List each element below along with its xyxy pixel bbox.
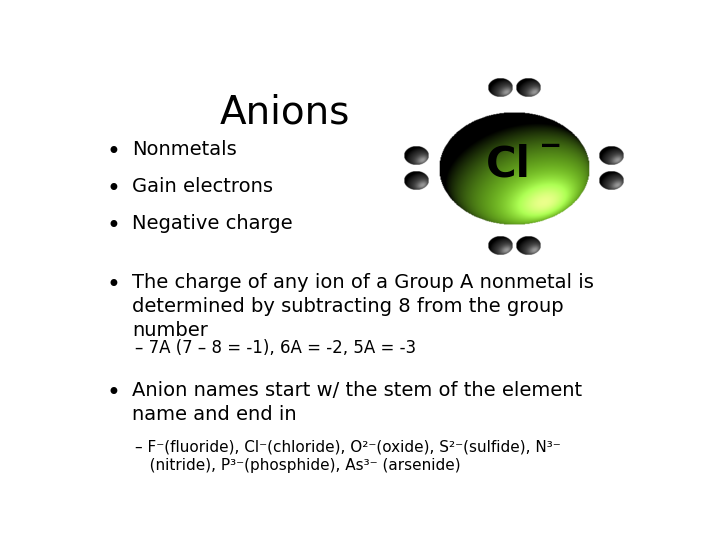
- Text: •: •: [107, 273, 121, 296]
- Text: – F⁻(fluoride), Cl⁻(chloride), O²⁻(oxide), S²⁻(sulfide), N³⁻
   (nitride), P³⁻(p: – F⁻(fluoride), Cl⁻(chloride), O²⁻(oxide…: [135, 439, 560, 473]
- Text: Anion names start w/ the stem of the element
name and end in –ide: Anion names start w/ the stem of the ele…: [0, 539, 1, 540]
- Text: •: •: [107, 381, 121, 405]
- Text: The charge of any ion of a Group A nonmetal is
determined by subtracting 8 from : The charge of any ion of a Group A nonme…: [132, 273, 594, 340]
- Text: Cl: Cl: [486, 144, 531, 186]
- Text: •: •: [107, 177, 121, 201]
- Text: Negative charge: Negative charge: [132, 214, 292, 233]
- Text: Anion names start w/ the stem of the element
name and end in: Anion names start w/ the stem of the ele…: [0, 539, 1, 540]
- Text: −: −: [539, 132, 562, 160]
- Text: Nonmetals: Nonmetals: [132, 140, 237, 159]
- Text: •: •: [107, 140, 121, 164]
- Text: Anion names start w/ the stem of the element
name and end in: Anion names start w/ the stem of the ele…: [132, 381, 582, 424]
- Text: •: •: [107, 214, 121, 239]
- Text: Gain electrons: Gain electrons: [132, 177, 273, 196]
- Text: – 7A (7 – 8 = -1), 6A = -2, 5A = -3: – 7A (7 – 8 = -1), 6A = -2, 5A = -3: [135, 339, 415, 357]
- Text: Anions: Anions: [220, 94, 351, 132]
